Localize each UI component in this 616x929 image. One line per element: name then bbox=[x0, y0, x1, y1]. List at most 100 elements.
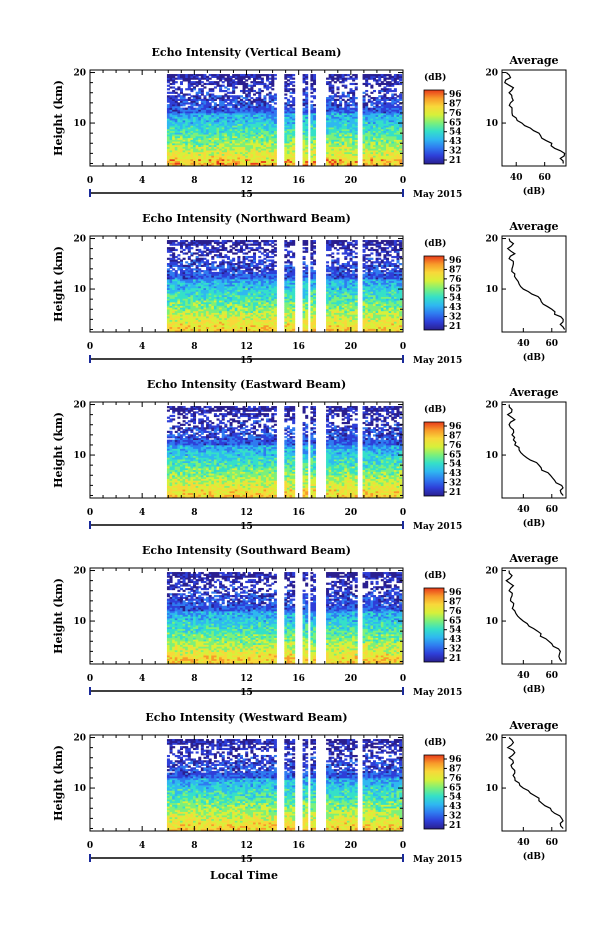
heatmap-cell bbox=[250, 97, 253, 99]
heatmap-cell bbox=[329, 81, 332, 83]
heatmap-cell bbox=[250, 101, 253, 103]
heatmap-cell bbox=[370, 74, 373, 76]
heatmap-cell bbox=[290, 104, 293, 106]
heatmap-cell bbox=[230, 249, 233, 251]
heatmap-cell bbox=[334, 93, 337, 95]
heatmap-cell bbox=[167, 95, 170, 97]
heatmap-cell bbox=[344, 85, 347, 87]
heatmap-cell bbox=[342, 99, 345, 101]
heatmap-cell bbox=[376, 79, 379, 81]
heatmap-cell bbox=[240, 261, 243, 263]
heatmap-cell bbox=[177, 261, 180, 263]
heatmap-cell bbox=[227, 95, 230, 97]
heatmap-cell bbox=[211, 81, 214, 83]
heatmap-cell bbox=[203, 95, 206, 97]
heatmap-cell bbox=[344, 101, 347, 103]
heatmap-cell bbox=[190, 95, 193, 97]
x-tick-label: 4 bbox=[139, 176, 145, 186]
heatmap-cell bbox=[201, 251, 204, 253]
heatmap-cell bbox=[342, 85, 345, 87]
heatmap-cell bbox=[203, 240, 206, 242]
heatmap-cell bbox=[185, 265, 188, 267]
heatmap-cell bbox=[284, 93, 287, 95]
heatmap-cell bbox=[217, 240, 220, 242]
heatmap-cell bbox=[177, 99, 180, 101]
heatmap-cell bbox=[386, 88, 389, 90]
heatmap-cell bbox=[172, 90, 175, 92]
heatmap-cell bbox=[266, 102, 269, 104]
heatmap-cell bbox=[305, 81, 308, 83]
heatmap-cell bbox=[274, 74, 277, 76]
heatmap-cell bbox=[243, 74, 246, 76]
heatmap-cell bbox=[175, 95, 178, 97]
heatmap-cell bbox=[253, 99, 256, 101]
heatmap-cell bbox=[170, 86, 173, 88]
heatmap-cell bbox=[198, 258, 201, 260]
heatmap-cell bbox=[261, 74, 264, 76]
heatmap-cell bbox=[368, 108, 371, 110]
heatmap-cell bbox=[313, 74, 316, 76]
heatmap-cell bbox=[245, 274, 248, 276]
heatmap-cell bbox=[240, 90, 243, 92]
heatmap-cell bbox=[201, 85, 204, 87]
profile-x-tick-label: 40 bbox=[510, 173, 523, 183]
heatmap-cell bbox=[240, 240, 243, 242]
heatmap-cell bbox=[188, 106, 191, 108]
heatmap-cell bbox=[203, 254, 206, 256]
heatmap-cell bbox=[310, 95, 313, 97]
heatmap-cell bbox=[235, 249, 238, 251]
heatmap-cell bbox=[177, 102, 180, 104]
heatmap-cell bbox=[183, 265, 186, 267]
heatmap-cell bbox=[250, 81, 253, 83]
heatmap-cell bbox=[235, 95, 238, 97]
heatmap-cell bbox=[175, 240, 178, 242]
heatmap-cell bbox=[389, 74, 392, 76]
heatmap-cell bbox=[329, 74, 332, 76]
heatmap-cell bbox=[355, 102, 358, 104]
heatmap-cell bbox=[373, 90, 376, 92]
heatmap-cell bbox=[243, 81, 246, 83]
heatmap-cell bbox=[203, 83, 206, 85]
heatmap-cell bbox=[292, 81, 295, 83]
heatmap-cell bbox=[190, 247, 193, 249]
heatmap-cell bbox=[373, 97, 376, 99]
heatmap-cell bbox=[203, 258, 206, 260]
heatmap-cell bbox=[214, 247, 217, 249]
heatmap-cell bbox=[175, 256, 178, 258]
heatmap-cell bbox=[250, 74, 253, 76]
heatmap-cell bbox=[266, 74, 269, 76]
heatmap-cell bbox=[217, 74, 220, 76]
heatmap-cell bbox=[214, 86, 217, 88]
heatmap-cell bbox=[206, 83, 209, 85]
heatmap-cell bbox=[209, 249, 212, 251]
heatmap-cell bbox=[175, 88, 178, 90]
heatmap-cell bbox=[209, 78, 212, 80]
heatmap-cell bbox=[248, 88, 251, 90]
heatmap-cell bbox=[269, 86, 272, 88]
heatmap-cell bbox=[396, 74, 399, 76]
heatmap-cell bbox=[399, 93, 402, 95]
heatmap-cell bbox=[269, 78, 272, 80]
heatmap-cell bbox=[175, 78, 178, 80]
heatmap-cell bbox=[347, 74, 350, 76]
heatmap-cell bbox=[336, 92, 339, 94]
heatmap-cell bbox=[227, 256, 230, 258]
x-tick-label: 16 bbox=[292, 176, 305, 186]
heatmap-cell bbox=[172, 95, 175, 97]
heatmap-cell bbox=[352, 90, 355, 92]
x-tick-label: 20 bbox=[345, 176, 358, 186]
panels: Echo Intensity (Vertical Beam)0 4 8 12 16 20 0… bbox=[52, 46, 566, 865]
heatmap-cell bbox=[193, 252, 196, 254]
heatmap-cell bbox=[209, 267, 212, 269]
heatmap-cell bbox=[292, 74, 295, 76]
heatmap-cell bbox=[310, 92, 313, 94]
heatmap-cell bbox=[203, 74, 206, 76]
heatmap-cell bbox=[227, 88, 230, 90]
heatmap-cell bbox=[217, 254, 220, 256]
heatmap-cell bbox=[331, 74, 334, 76]
heatmap-cell bbox=[230, 92, 233, 94]
heatmap-cell bbox=[217, 108, 220, 110]
heatmap-cell bbox=[211, 245, 214, 247]
heatmap-cell bbox=[227, 74, 230, 76]
heatmap-cell bbox=[201, 88, 204, 90]
